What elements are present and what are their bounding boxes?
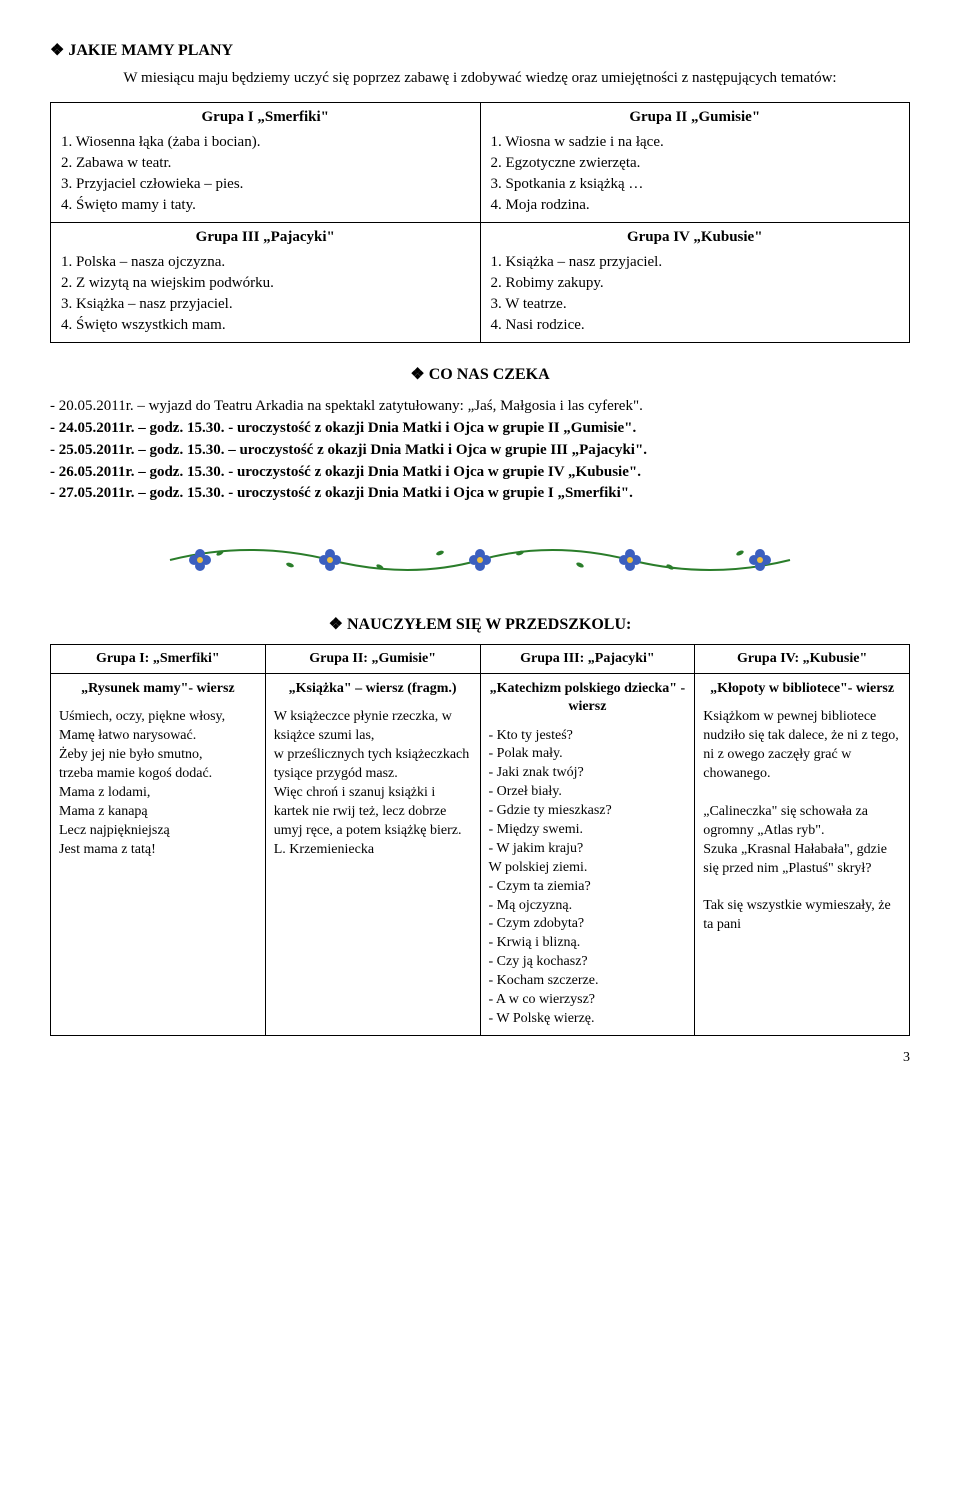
section-title-events: CO NAS CZEKA <box>50 363 910 386</box>
floral-divider <box>50 535 910 590</box>
poem-body: - Kto ty jesteś? - Polak mały. - Jaki zn… <box>489 727 687 1029</box>
events-section: CO NAS CZEKA - 20.05.2011r. – wyjazd do … <box>50 363 910 505</box>
learned-cell: „Książka" – wiersz (fragm.) W książeczce… <box>265 674 480 1036</box>
poem-title: „Rysunek mamy"- wiersz <box>59 680 257 698</box>
plans-g3-title: Grupa III „Pajacyki" <box>61 229 470 246</box>
event-line: - 25.05.2011r. – godz. 15.30. – uroczyst… <box>50 440 910 462</box>
poem-title: „Katechizm polskiego dziecka" - wiersz <box>489 680 687 716</box>
plans-table: Grupa I „Smerfiki" 1. Wiosenna łąka (żab… <box>50 102 910 343</box>
plans-g4-body: 1. Książka – nasz przyjaciel. 2. Robimy … <box>491 252 900 336</box>
plans-g2-body: 1. Wiosna w sadzie i na łące. 2. Egzotyc… <box>491 132 900 216</box>
plans-cell-g4: Grupa IV „Kubusie" 1. Książka – nasz prz… <box>480 223 910 343</box>
poem-title: „Książka" – wiersz (fragm.) <box>274 680 472 698</box>
plans-g3-body: 1. Polska – nasza ojczyzna. 2. Z wizytą … <box>61 252 470 336</box>
poem-title: „Kłopoty w bibliotece"- wiersz <box>703 680 901 698</box>
learned-cell: „Kłopoty w bibliotece"- wiersz Książkom … <box>695 674 910 1036</box>
poem-body: Uśmiech, oczy, piękne włosy, Mamę łatwo … <box>59 708 257 859</box>
plans-cell-g1: Grupa I „Smerfiki" 1. Wiosenna łąka (żab… <box>51 103 481 223</box>
event-line: - 27.05.2011r. – godz. 15.30. - uroczyst… <box>50 483 910 505</box>
page-number: 3 <box>50 1050 910 1066</box>
learned-header: Grupa IV: „Kubusie" <box>695 645 910 674</box>
learned-header: Grupa III: „Pajacyki" <box>480 645 695 674</box>
learned-header: Grupa II: „Gumisie" <box>265 645 480 674</box>
event-line: - 20.05.2011r. – wyjazd do Teatru Arkadi… <box>50 396 910 418</box>
plans-g1-body: 1. Wiosenna łąka (żaba i bocian). 2. Zab… <box>61 132 470 216</box>
plans-cell-g2: Grupa II „Gumisie" 1. Wiosna w sadzie i … <box>480 103 910 223</box>
section-title-plans: JAKIE MAMY PLANY <box>50 40 910 60</box>
learned-table: Grupa I: „Smerfiki" Grupa II: „Gumisie" … <box>50 644 910 1036</box>
plans-intro: W miesiącu maju będziemy uczyć się poprz… <box>50 68 910 88</box>
plans-g4-title: Grupa IV „Kubusie" <box>491 229 900 246</box>
event-line: - 24.05.2011r. – godz. 15.30. - uroczyst… <box>50 418 910 440</box>
poem-body: Książkom w pewnej bibliotece nudziło się… <box>703 708 901 935</box>
learned-header: Grupa I: „Smerfiki" <box>51 645 266 674</box>
event-line: - 26.05.2011r. – godz. 15.30. - uroczyst… <box>50 462 910 484</box>
learned-cell: „Katechizm polskiego dziecka" - wiersz -… <box>480 674 695 1036</box>
learned-cell: „Rysunek mamy"- wiersz Uśmiech, oczy, pi… <box>51 674 266 1036</box>
plans-g2-title: Grupa II „Gumisie" <box>491 109 900 126</box>
poem-body: W książeczce płynie rzeczka, w książce s… <box>274 708 472 859</box>
plans-cell-g3: Grupa III „Pajacyki" 1. Polska – nasza o… <box>51 223 481 343</box>
plans-g1-title: Grupa I „Smerfiki" <box>61 109 470 126</box>
section-title-learned: NAUCZYŁEM SIĘ W PRZEDSZKOLU: <box>50 614 910 634</box>
